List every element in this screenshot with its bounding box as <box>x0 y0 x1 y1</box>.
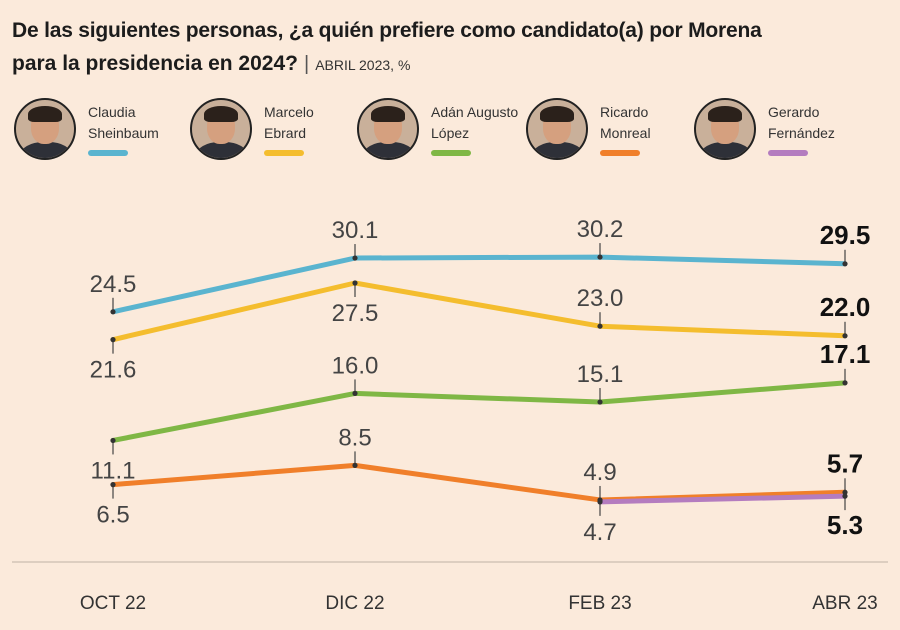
legend: Claudia Sheinbaum Marcelo Ebrard Adán Augu… <box>14 98 894 170</box>
data-label: 15.1 <box>577 361 624 388</box>
x-tick-label: OCT 22 <box>80 593 146 614</box>
data-point <box>110 337 116 343</box>
data-label: 11.1 <box>91 457 136 484</box>
data-label: 17.1 <box>820 339 871 369</box>
legend-label: Ricardo Monreal <box>600 104 651 141</box>
fernandez-photo-icon <box>694 98 756 160</box>
data-label: 24.5 <box>90 271 137 298</box>
data-point <box>597 323 603 329</box>
data-label: 29.5 <box>820 220 871 250</box>
data-label: 23.0 <box>577 285 624 312</box>
title-separator: | <box>303 53 310 75</box>
data-label: 5.7 <box>827 448 863 478</box>
x-tick-label: DIC 22 <box>325 593 384 614</box>
series-line <box>110 380 848 443</box>
legend-swatch <box>768 150 808 156</box>
series-line <box>110 254 848 315</box>
data-label: 4.7 <box>583 519 616 546</box>
data-label: 6.5 <box>96 502 129 529</box>
data-point <box>842 333 848 339</box>
data-point <box>842 261 848 267</box>
series-line <box>597 493 848 505</box>
data-label: 30.1 <box>332 217 379 244</box>
series-line <box>110 462 848 503</box>
data-point <box>597 254 603 260</box>
data-point <box>110 309 116 315</box>
data-point <box>352 255 358 261</box>
x-tick-label: FEB 23 <box>568 593 631 614</box>
series-line <box>110 280 848 343</box>
legend-swatch <box>600 150 640 156</box>
title-line-2-text: para la presidencia en 2024? <box>12 52 298 75</box>
chart-subtitle: ABRIL 2023, % <box>315 57 411 73</box>
data-label: 8.5 <box>338 424 371 451</box>
legend-swatch <box>88 150 128 156</box>
data-label: 5.3 <box>827 510 863 540</box>
x-tick-label: ABR 23 <box>812 593 877 614</box>
data-label: 4.9 <box>583 459 616 486</box>
legend-label: Adán Augusto López <box>431 104 519 141</box>
legend-label: Gerardo Fernández <box>768 104 835 141</box>
data-point <box>352 390 358 396</box>
data-label: 21.6 <box>90 357 137 384</box>
data-point <box>842 380 848 386</box>
lopez-photo-icon <box>357 98 419 160</box>
data-point <box>597 399 603 405</box>
data-point <box>110 437 116 444</box>
title-line-1: De las siguientes personas, ¿a quién pre… <box>12 19 762 42</box>
legend-swatch <box>264 150 304 156</box>
sheinbaum-photo-icon <box>14 98 76 160</box>
title-line-2: para la presidencia en 2024? | ABRIL 2023,… <box>12 47 892 82</box>
monreal-photo-icon <box>526 98 588 160</box>
chart-title: De las siguientes personas, ¿a quién pre… <box>12 14 892 82</box>
legend-swatch <box>431 150 471 156</box>
data-point <box>597 499 603 505</box>
legend-label: Marcelo Ebrard <box>264 104 314 141</box>
data-label: 16.0 <box>332 352 379 379</box>
data-point <box>842 489 848 495</box>
data-label: 27.5 <box>332 300 379 327</box>
data-point <box>842 493 848 499</box>
ebrard-photo-icon <box>190 98 252 160</box>
data-point <box>110 482 116 488</box>
data-label: 30.2 <box>577 216 624 243</box>
data-point <box>352 462 358 468</box>
data-label: 22.0 <box>820 292 871 322</box>
legend-label: Claudia Sheinbaum <box>88 104 159 141</box>
data-point <box>352 280 358 286</box>
